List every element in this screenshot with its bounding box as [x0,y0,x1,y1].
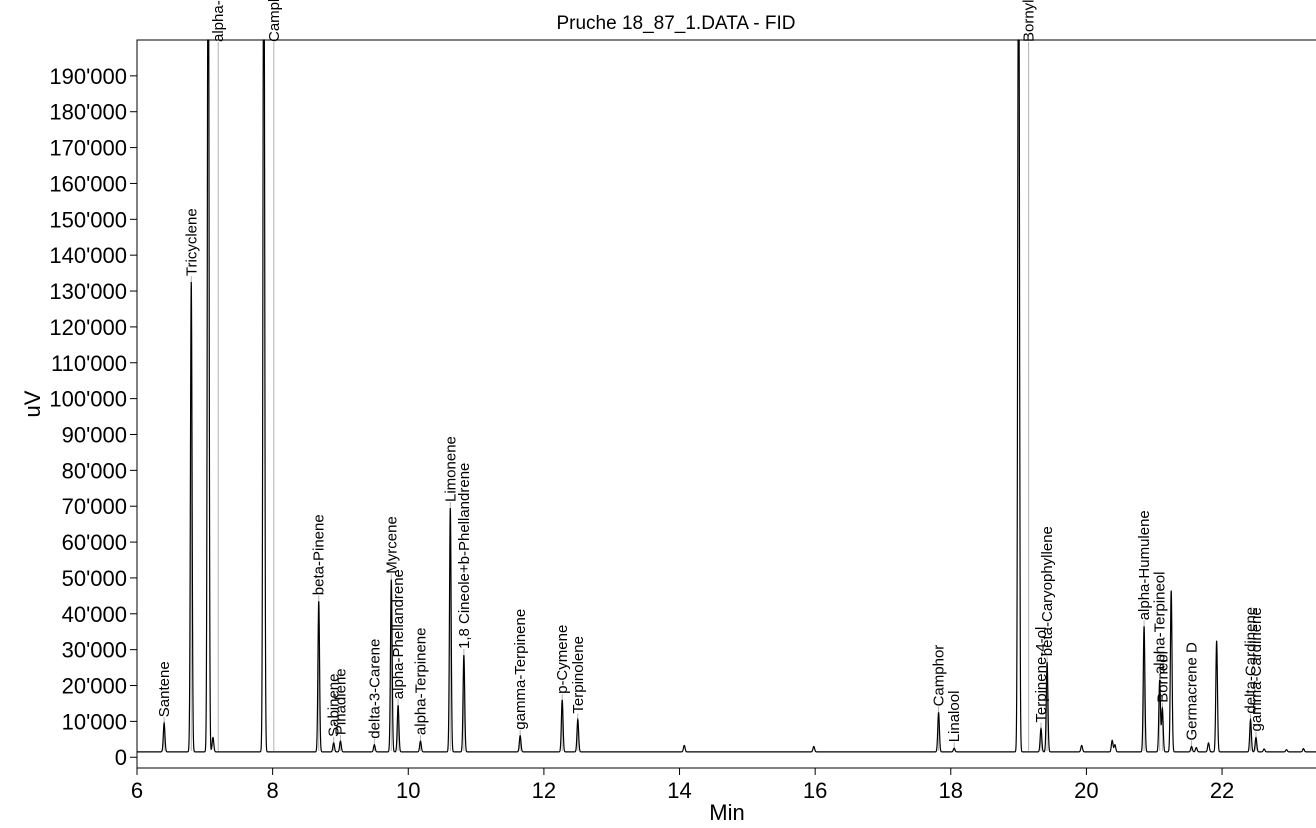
x-tick-label: 16 [803,778,827,803]
peak-label: Terpinene-4-ol [1033,627,1050,723]
x-tick-label: 8 [267,778,279,803]
peak-label: alpha-Terpinene [413,628,430,736]
peak-label: beta-Caryophyllene [1039,526,1056,656]
x-tick-label: 22 [1210,778,1234,803]
y-tick-label: 180'000 [49,100,127,125]
peak-label: Tricyclene [183,208,200,276]
peak-label: Camphor [931,645,948,707]
y-tick-label: 120'000 [49,315,127,340]
y-tick-label: 150'000 [49,207,127,232]
y-axis-title: uV [20,390,45,417]
peak-markers [163,42,1257,751]
chart-title: Pruche 18_87_1.DATA - FID [556,13,795,34]
x-tick-label: 6 [131,778,143,803]
peak-label: alpha-Humulene [1136,510,1153,620]
peak-label: Terpinolene [570,636,587,714]
x-tick-label: 10 [396,778,420,803]
x-axis: 6 8 10 12 14 16 18 20 22 [131,768,1234,803]
y-tick-label: 70'000 [62,494,127,519]
y-tick-label: 140'000 [49,243,127,268]
peak-label: Sabinene [326,673,343,736]
peak-label: alpha-Terpineol [1152,572,1169,675]
peak-label: Limonene [442,436,459,502]
y-tick-label: 20'000 [62,674,127,699]
peak-label: 1,8 Cineole+b-Phellandrene [456,463,473,649]
peak-label: gamma-Terpinene [512,609,529,730]
peak-label: beta-Pinene [311,514,328,595]
y-tick-label: 40'000 [62,602,127,627]
y-tick-label: 110'000 [51,351,127,376]
peak-labels: Santene Tricyclene alpha-Pinene Camphene bet… [156,0,1265,742]
y-tick-label: 0 [115,745,127,770]
plot-frame [136,39,1316,769]
y-tick-label: 130'000 [49,279,127,304]
peak-label: Bornyl Acetate [1021,0,1038,42]
y-tick-label: 60'000 [62,530,127,555]
x-tick-label: 12 [532,778,556,803]
peak-label: Santene [156,661,173,717]
x-tick-label: 14 [667,778,691,803]
peak-label: Borneol [1154,651,1171,703]
y-tick-label: 100'000 [49,387,127,412]
x-tick-label: 20 [1074,778,1098,803]
y-tick-label: 160'000 [49,171,127,196]
peak-label: Germacrene D [1184,642,1201,741]
y-tick-label: 190'000 [49,64,127,89]
peak-label: gamma-Cardinene [1248,607,1265,731]
x-tick-label: 18 [939,778,963,803]
y-tick-label: 50'000 [62,566,127,591]
y-axis: 0 10'000 20'000 30'000 40'000 50'000 60'000 70'… [49,64,137,770]
peak-label: Camphene [266,0,283,42]
y-tick-label: 10'000 [62,709,127,734]
y-tick-label: 90'000 [62,422,127,447]
y-tick-label: 80'000 [62,458,127,483]
peak-label: Linalool [946,691,963,743]
y-tick-label: 170'000 [49,136,127,161]
peak-label: delta-Cardinene [1243,607,1260,714]
peak-label: alpha-Pinene [210,0,227,42]
x-axis-title: Min [709,800,744,825]
chromatogram-trace [137,39,1316,753]
peak-label: delta-3-Carene [366,639,383,739]
peak-label: alpha-Phellandrene [390,569,407,699]
peak-label: Myrcene [383,516,400,574]
peak-label: p-Cymene [554,625,571,694]
peak-label: Pinadiene [332,668,349,735]
y-tick-label: 30'000 [62,638,127,663]
